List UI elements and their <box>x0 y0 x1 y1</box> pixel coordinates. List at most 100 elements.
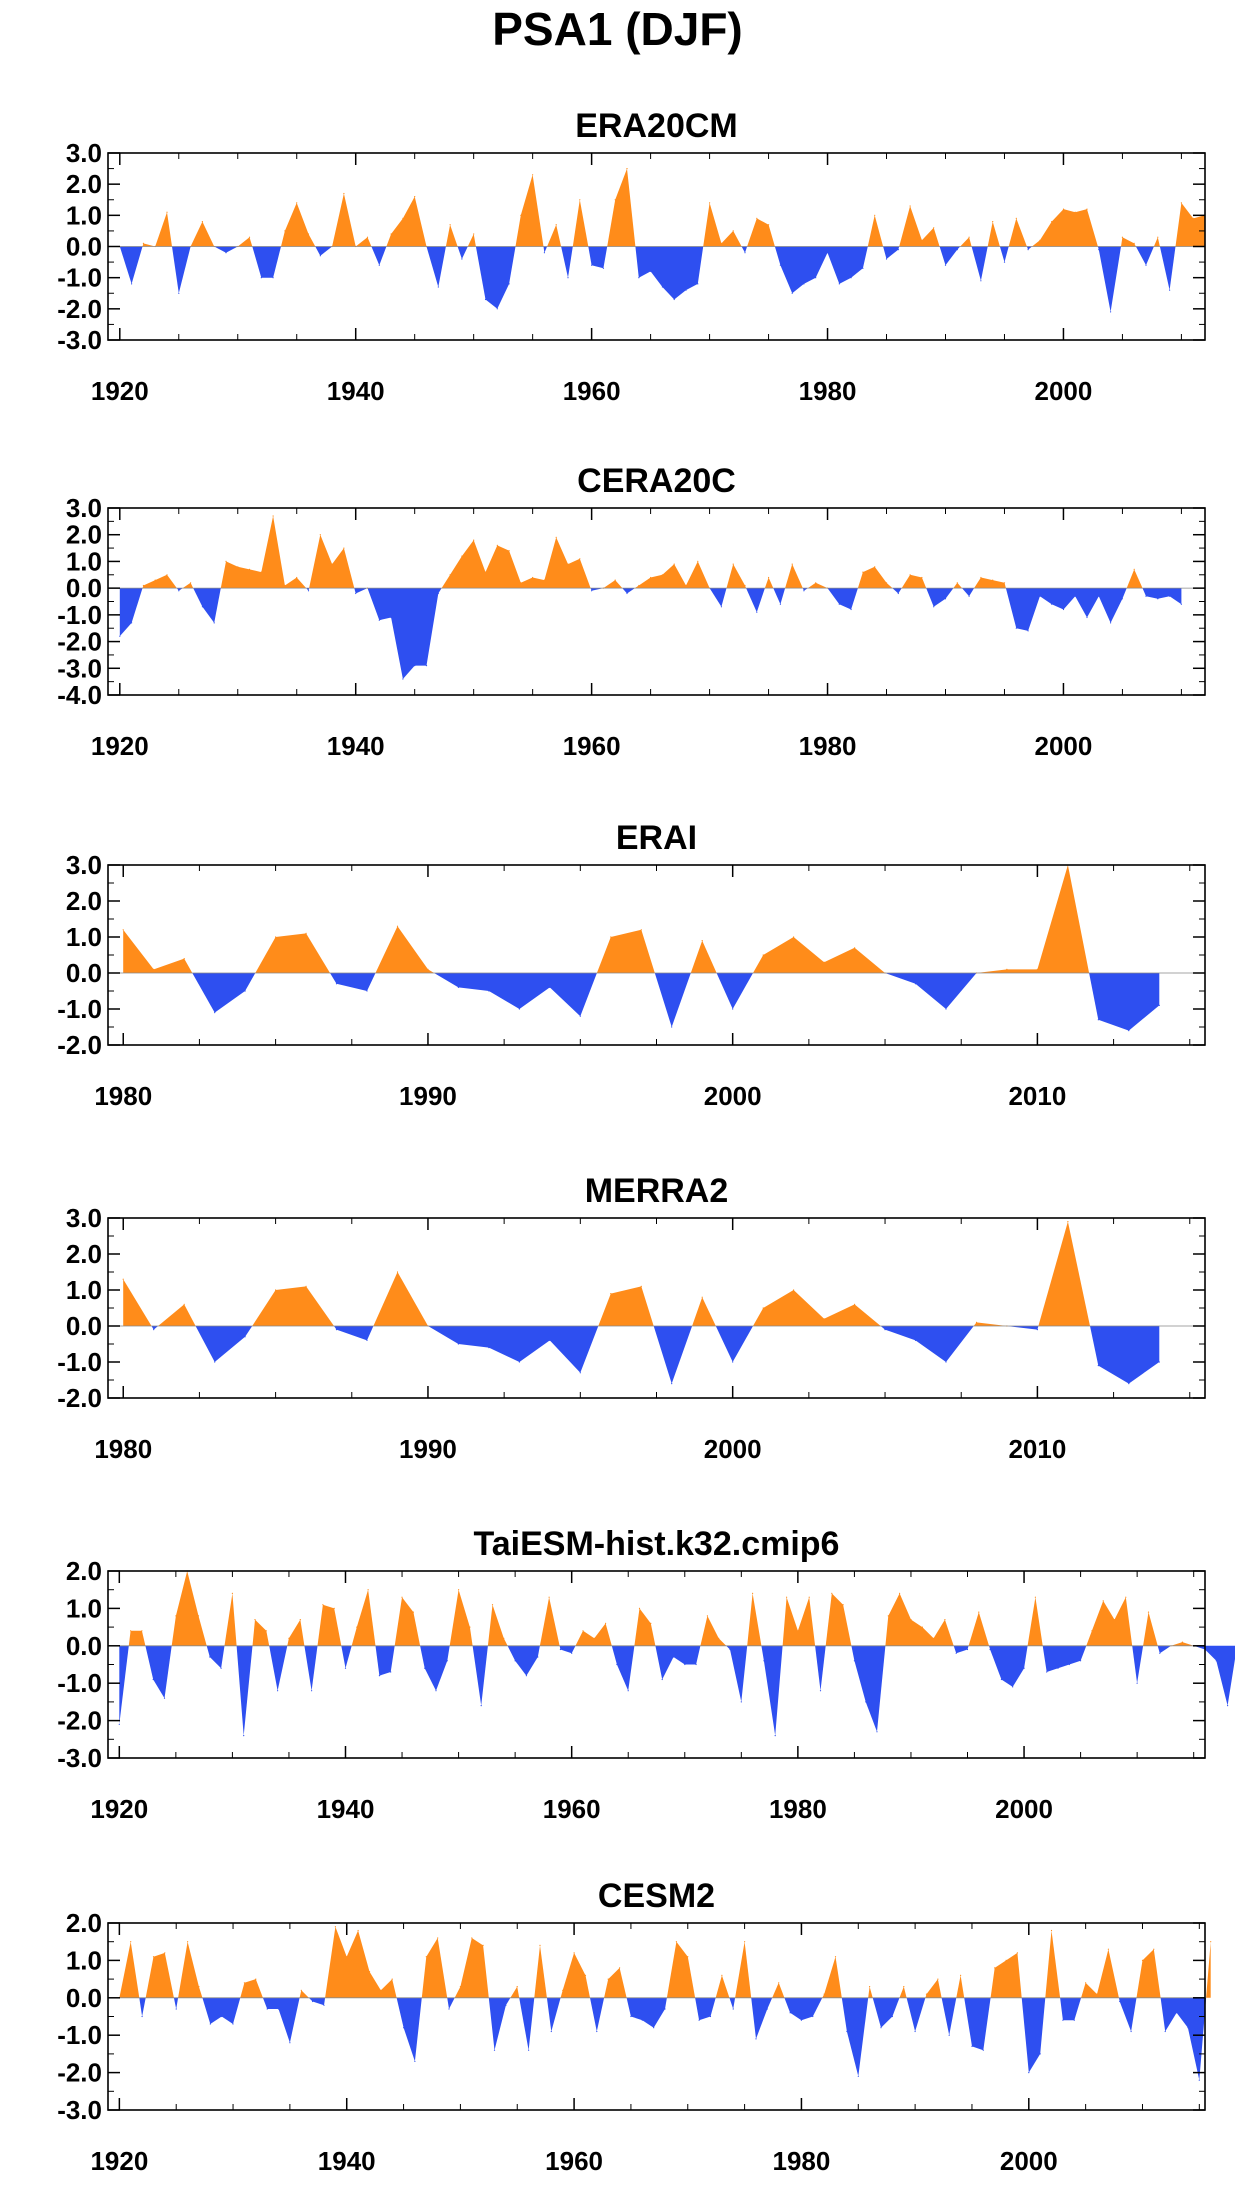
data-point <box>992 579 994 581</box>
positive-area <box>692 1297 716 1326</box>
data-point <box>982 2049 984 2051</box>
positive-area <box>467 234 476 247</box>
y-tick-label: 0.0 <box>66 232 102 262</box>
data-point <box>732 2008 734 2010</box>
data-point <box>260 277 262 279</box>
positive-area <box>441 537 591 589</box>
data-point <box>1015 627 1017 629</box>
data-point <box>516 1986 518 1988</box>
data-point <box>579 199 581 201</box>
positive-area <box>547 224 562 247</box>
y-tick-label: -3.0 <box>57 653 102 683</box>
data-point <box>190 582 192 584</box>
data-point <box>791 563 793 565</box>
data-point <box>272 277 274 279</box>
data-point <box>396 925 399 927</box>
positive-area <box>772 1982 785 1998</box>
y-tick-label: 0.0 <box>66 573 102 603</box>
data-point <box>548 1596 550 1598</box>
data-point <box>319 255 321 257</box>
negative-area <box>151 1326 159 1330</box>
positive-area <box>155 212 172 247</box>
positive-area <box>867 215 884 247</box>
data-point <box>528 2049 530 2051</box>
positive-area <box>142 574 177 589</box>
data-point <box>800 2019 803 2021</box>
data-point <box>1133 568 1135 571</box>
data-point <box>1080 1660 1082 1662</box>
negative-area <box>543 246 548 253</box>
negative-area <box>1021 1997 1046 2073</box>
positive-area <box>868 1986 873 1998</box>
data-point <box>980 280 982 282</box>
data-point <box>945 1361 947 1363</box>
positive-area <box>190 221 215 247</box>
data-point <box>732 563 734 565</box>
data-point <box>396 1271 399 1273</box>
data-point <box>1023 1667 1025 1669</box>
data-point <box>675 1941 678 1943</box>
data-point <box>1128 1383 1130 1385</box>
y-tick-label: -2.0 <box>57 2058 102 2088</box>
negative-area <box>559 1645 576 1654</box>
data-point <box>1158 1361 1160 1363</box>
data-point <box>152 1956 155 1958</box>
y-tick-label: -4.0 <box>57 680 102 710</box>
positive-area <box>753 937 885 973</box>
x-tick-label: 1920 <box>90 2146 148 2176</box>
x-tick-label: 1980 <box>799 731 857 761</box>
data-point <box>744 1941 746 1943</box>
data-point <box>335 1329 338 1331</box>
data-point <box>1136 1682 1138 1684</box>
data-point <box>823 1318 825 1320</box>
data-point <box>237 566 239 568</box>
data-point <box>1110 311 1112 313</box>
positive-area <box>974 577 1006 589</box>
data-point <box>793 936 795 938</box>
data-point <box>1015 217 1017 219</box>
data-point <box>1192 217 1194 219</box>
positive-area <box>666 1941 696 1998</box>
negative-area <box>784 1997 823 2021</box>
data-point <box>1005 1959 1007 1961</box>
data-point <box>779 603 782 605</box>
data-point <box>244 1336 246 1338</box>
data-point <box>910 1619 912 1621</box>
negative-area <box>892 588 902 594</box>
data-point <box>1046 1671 1048 1673</box>
data-point <box>1141 1959 1144 1961</box>
data-point <box>549 986 551 989</box>
negative-area <box>119 1645 129 1725</box>
positive-area <box>953 582 962 589</box>
data-point <box>880 2027 882 2029</box>
chart-panel-5: TaiESM-hist.k32.cmip6 2.0 1.0 0.0 -1.0 -2.0 -3… <box>57 1525 1235 1824</box>
negative-area <box>761 1645 783 1736</box>
positive-area <box>224 1593 237 1646</box>
negative-area <box>726 1645 748 1702</box>
negative-area <box>654 973 691 1027</box>
data-point <box>850 277 852 279</box>
negative-area <box>354 588 368 594</box>
data-point <box>305 932 307 935</box>
data-point <box>697 283 699 285</box>
data-point <box>803 590 805 592</box>
data-point <box>520 582 522 584</box>
negative-area <box>590 1997 605 2032</box>
panel-title: ERAI <box>616 819 697 857</box>
data-point <box>1098 249 1100 251</box>
data-point <box>1000 1678 1003 1681</box>
data-point <box>579 558 581 560</box>
data-point <box>1130 2030 1132 2033</box>
negative-area <box>1090 1326 1160 1384</box>
data-point <box>289 2042 291 2044</box>
data-point <box>435 1690 437 1692</box>
negative-area <box>885 973 977 1009</box>
data-point <box>1102 1600 1104 1602</box>
data-point <box>887 1615 889 1617</box>
data-point <box>638 584 640 587</box>
data-point <box>559 1648 562 1651</box>
positive-area <box>572 199 589 247</box>
data-point <box>175 1615 177 1617</box>
data-point <box>732 230 734 232</box>
data-point <box>610 936 612 938</box>
